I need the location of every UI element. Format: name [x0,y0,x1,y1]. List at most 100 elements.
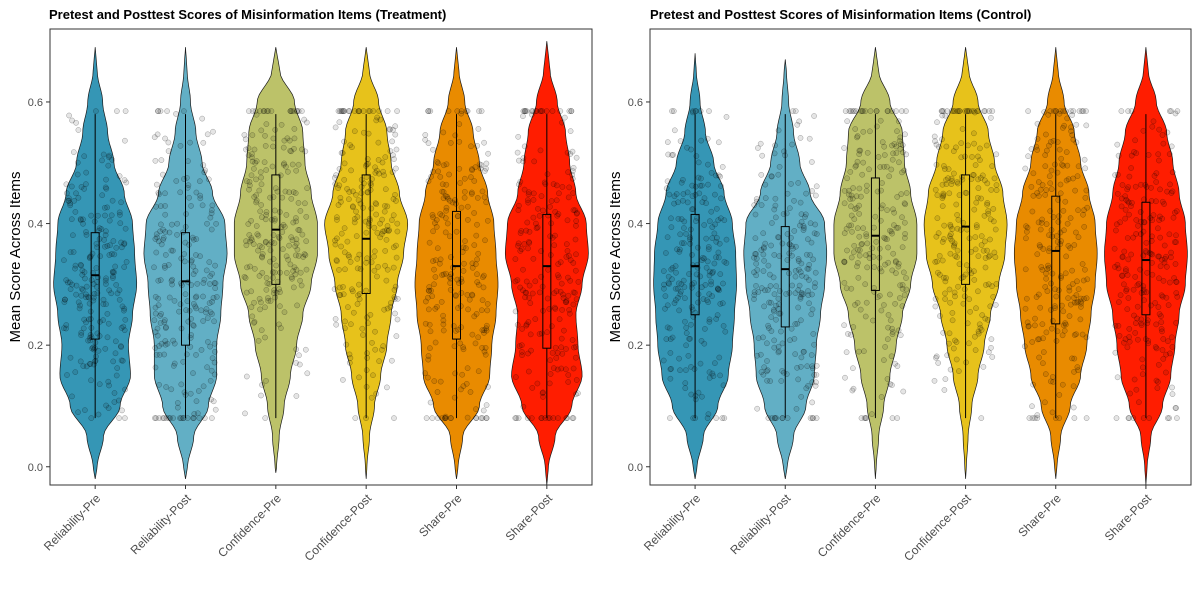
data-point [183,351,190,358]
data-point [762,240,769,247]
data-point [336,182,343,189]
data-point [469,264,476,271]
data-point [440,271,447,278]
data-point [552,208,559,215]
data-point [1051,108,1057,114]
data-point [484,301,491,307]
data-point [358,184,365,190]
data-point [429,293,436,300]
data-point [372,328,378,335]
data-point [481,272,487,279]
data-point [464,108,471,114]
data-point [855,274,862,281]
data-point [447,415,454,421]
data-point [290,284,297,291]
data-point [887,381,894,387]
data-point [668,215,674,222]
data-point [697,108,704,114]
data-point [572,236,579,243]
data-point [950,148,957,155]
data-point [340,108,347,114]
data-point [1046,142,1052,149]
data-point [207,214,214,221]
data-point [429,211,436,218]
data-point [860,128,867,135]
data-point [1063,253,1070,260]
data-point [963,359,969,366]
data-point [669,108,675,114]
data-point [339,150,346,156]
data-point [857,306,864,313]
data-point [672,285,679,292]
data-point [848,285,855,292]
data-point [789,141,795,148]
data-point [246,108,252,114]
data-point [257,306,263,313]
data-point [800,227,807,233]
data-point [341,249,348,256]
data-point [570,415,577,421]
data-point [950,108,957,114]
x-tick-label: Reliability-Post [727,491,793,557]
data-point [392,191,398,198]
data-point [365,130,372,137]
data-point [162,264,168,271]
data-point [263,209,270,215]
data-point [518,246,525,253]
data-point [437,256,444,263]
data-point [949,317,956,324]
data-point [341,108,348,114]
data-point [855,246,861,253]
data-point [798,317,804,324]
data-point [1123,266,1129,273]
data-point [1121,281,1127,288]
data-point [174,404,181,411]
data-point [155,108,161,114]
data-point [806,261,813,268]
data-point [1155,304,1162,310]
data-point [65,197,72,204]
data-point [272,126,279,133]
data-point [808,352,815,358]
data-point [1030,170,1037,177]
data-point [945,166,952,172]
data-point [899,285,906,292]
data-point [975,185,982,191]
data-point [551,242,558,249]
data-point [570,260,577,266]
data-point [983,142,990,149]
data-point [775,171,782,178]
data-point [813,379,819,386]
data-point [251,194,258,200]
data-point [1060,308,1067,315]
data-point [874,188,881,195]
data-point [812,280,818,287]
data-point [1029,208,1036,215]
data-point [512,415,519,421]
data-point [292,243,299,250]
data-point [442,413,449,420]
data-point [515,133,522,140]
data-point [73,282,80,289]
data-point [885,312,892,318]
data-point [662,293,669,299]
data-point [538,193,545,199]
data-point [973,305,979,312]
data-point [463,108,470,114]
data-point [680,191,687,197]
data-point [333,257,340,264]
data-point [391,296,398,302]
data-point [884,376,891,382]
data-point [473,311,480,317]
data-point [160,236,167,243]
data-point [863,188,870,194]
data-point [854,299,861,306]
data-point [683,330,690,336]
data-point [978,242,985,248]
plot-area [649,28,1192,486]
data-point [939,195,946,202]
data-point [425,353,432,359]
data-point [360,204,366,211]
data-point [255,247,261,254]
data-point [364,355,371,361]
